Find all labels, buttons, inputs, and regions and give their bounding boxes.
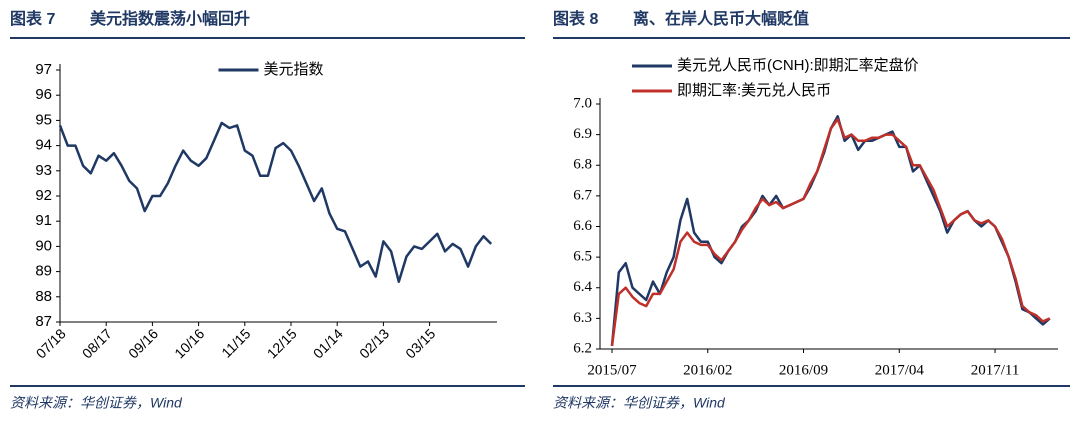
legend-label: 即期汇率:美元兑人民币 [677,82,831,99]
x-tick-label: 02/13 [356,325,392,361]
y-tick-label: 6.5 [573,249,592,265]
x-tick-label: 08/17 [79,325,115,361]
y-tick-label: 89 [35,263,52,280]
figure-label: 图表 8 [553,9,598,28]
legend-label: 美元兑人民币(CNH):即期汇率定盘价 [677,56,919,74]
y-tick-label: 6.4 [573,279,592,295]
x-tick-label: 2017/11 [971,362,1020,378]
chart-title: 美元指数震荡小幅回升 [90,9,250,28]
x-tick-label: 12/15 [264,325,300,361]
y-tick-label: 97 [35,61,52,78]
x-tick-label: 07/18 [33,325,69,361]
y-tick-label: 7.0 [573,95,592,111]
y-tick-label: 96 [35,86,52,103]
x-tick-label: 03/15 [402,325,438,361]
y-tick-label: 94 [35,137,52,154]
series-line [610,118,1051,347]
y-tick-label: 6.3 [573,310,592,326]
y-tick-label: 91 [35,212,52,229]
y-tick-label: 87 [35,313,52,330]
y-tick-label: 6.6 [573,218,592,234]
source-rule [10,385,525,387]
title-rule [553,37,1070,39]
x-tick-label: 09/16 [125,325,161,361]
x-tick-label: 2015/07 [587,362,637,378]
x-tick-label: 10/16 [171,325,207,361]
series-line [58,121,493,283]
source-rule [553,385,1070,387]
x-tick-label: 2016/02 [683,362,732,378]
x-tick-label: 2017/04 [875,362,925,378]
y-tick-label: 6.8 [573,157,592,173]
legend-label: 美元指数 [264,61,324,78]
source: 资料来源：华创证券，Wind [553,395,726,411]
y-tick-label: 6.9 [573,126,592,142]
title-rule [10,37,525,39]
y-tick-label: 95 [35,111,52,128]
x-tick-label: 01/14 [310,325,346,361]
figure-label: 图表 7 [10,9,55,28]
source: 资料来源：华创证券，Wind [10,395,183,411]
y-tick-label: 88 [35,288,52,305]
series-line [610,115,1051,347]
y-tick-label: 90 [35,237,52,254]
chart-title: 离、在岸人民币大幅贬值 [633,9,809,28]
y-tick-label: 93 [35,162,52,179]
y-tick-label: 92 [35,187,52,204]
y-tick-label: 6.7 [573,187,592,203]
y-tick-label: 6.2 [573,340,592,356]
x-tick-label: 11/15 [218,325,254,361]
x-tick-label: 2016/09 [779,362,828,378]
